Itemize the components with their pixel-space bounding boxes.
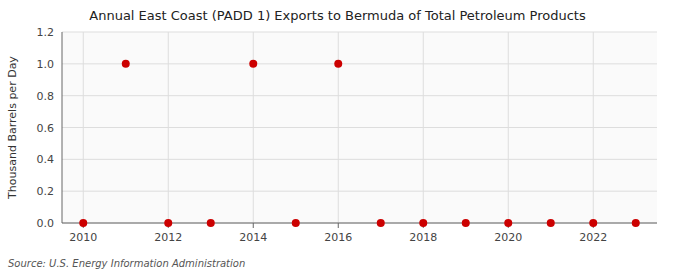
point <box>589 219 597 227</box>
y-tick-label: 0.6 <box>37 122 55 135</box>
background <box>0 0 675 275</box>
point <box>164 219 172 227</box>
x-tick-label: 2012 <box>154 231 182 244</box>
y-grid-line <box>62 32 657 33</box>
x-tick-label: 2018 <box>409 231 437 244</box>
y-grid-line <box>62 223 657 224</box>
point <box>419 219 427 227</box>
y-axis-line <box>62 32 63 223</box>
y-tick-label: 0.4 <box>37 153 55 166</box>
point <box>504 219 512 227</box>
y-axis-label: Thousand Barrels per Day <box>6 56 19 200</box>
source-note: Source: U.S. Energy Information Administ… <box>8 258 245 269</box>
y-grid-line <box>62 159 657 160</box>
x-tick-label: 2014 <box>239 231 267 244</box>
y-tick-label: 1.0 <box>37 58 55 71</box>
x-grid-line <box>83 32 84 223</box>
x-tick-label: 2016 <box>324 231 352 244</box>
point <box>462 219 470 227</box>
point <box>249 60 257 68</box>
chart-svg: 0.0 0.2 0.4 0.6 0.8 1.0 1.2 2010 2012 2014 2016 201… <box>0 0 675 275</box>
x-tick-label: 2022 <box>579 231 607 244</box>
point <box>207 219 215 227</box>
point <box>292 219 300 227</box>
chart-container: 0.0 0.2 0.4 0.6 0.8 1.0 1.2 2010 2012 2014 2016 201… <box>0 0 675 275</box>
plot-area <box>62 32 657 223</box>
x-grid-line <box>423 32 424 223</box>
x-grid-line <box>168 32 169 223</box>
x-grid-line <box>593 32 594 223</box>
x-tick <box>338 223 339 228</box>
point <box>632 219 640 227</box>
point <box>122 60 130 68</box>
x-axis-line <box>62 223 657 224</box>
axes: 0.0 0.2 0.4 0.6 0.8 1.0 1.2 2010 2012 2014 2016 201… <box>37 26 658 244</box>
y-tick-label: 0.2 <box>37 185 55 198</box>
point <box>79 219 87 227</box>
y-tick-label: 1.2 <box>37 26 55 39</box>
point <box>334 60 342 68</box>
point <box>547 219 555 227</box>
y-tick-label: 0.8 <box>37 90 55 103</box>
y-grid-line <box>62 127 657 128</box>
x-tick-label: 2010 <box>69 231 97 244</box>
point <box>377 219 385 227</box>
title: Annual East Coast (PADD 1) Exports to Be… <box>89 8 586 23</box>
x-tick <box>253 223 254 228</box>
x-grid-line <box>508 32 509 223</box>
grid <box>62 32 657 223</box>
y-grid-line <box>62 63 657 64</box>
points <box>79 60 640 227</box>
y-tick-label: 0.0 <box>37 217 55 230</box>
y-grid-line <box>62 191 657 192</box>
x-tick-label: 2020 <box>494 231 522 244</box>
y-grid-line <box>62 95 657 96</box>
